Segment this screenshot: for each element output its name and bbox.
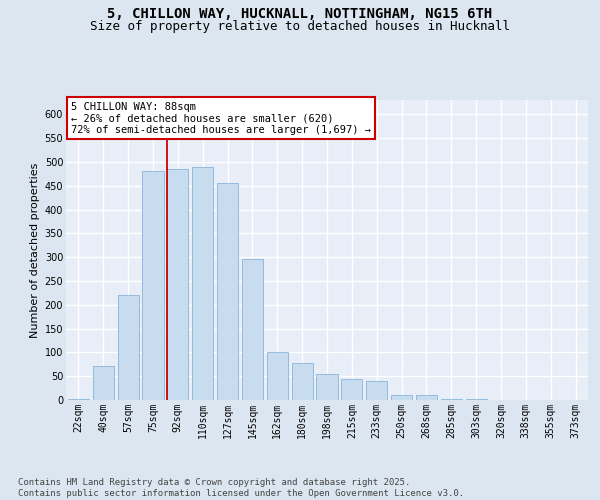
Bar	[192, 166, 213, 400]
Bar	[292, 363, 313, 400]
Bar	[416, 395, 437, 400]
Bar	[242, 258, 263, 400]
Text: 5 CHILLON WAY: 88sqm
← 26% of detached houses are smaller (620)
72% of semi-deta: 5 CHILLON WAY: 88sqm ← 26% of detached h…	[71, 102, 371, 134]
Bar	[217, 184, 238, 400]
Bar	[167, 169, 188, 400]
Text: Size of property relative to detached houses in Hucknall: Size of property relative to detached ho…	[90, 20, 510, 33]
Bar	[341, 378, 362, 400]
Bar	[93, 366, 114, 400]
Text: 5, CHILLON WAY, HUCKNALL, NOTTINGHAM, NG15 6TH: 5, CHILLON WAY, HUCKNALL, NOTTINGHAM, NG…	[107, 8, 493, 22]
Bar	[316, 374, 338, 400]
Bar	[366, 381, 387, 400]
Bar	[466, 399, 487, 400]
Bar	[118, 295, 139, 400]
Bar	[441, 399, 462, 400]
Bar	[142, 172, 164, 400]
Text: Contains HM Land Registry data © Crown copyright and database right 2025.
Contai: Contains HM Land Registry data © Crown c…	[18, 478, 464, 498]
Y-axis label: Number of detached properties: Number of detached properties	[31, 162, 40, 338]
Bar	[68, 399, 89, 400]
Bar	[267, 352, 288, 400]
Bar	[391, 395, 412, 400]
